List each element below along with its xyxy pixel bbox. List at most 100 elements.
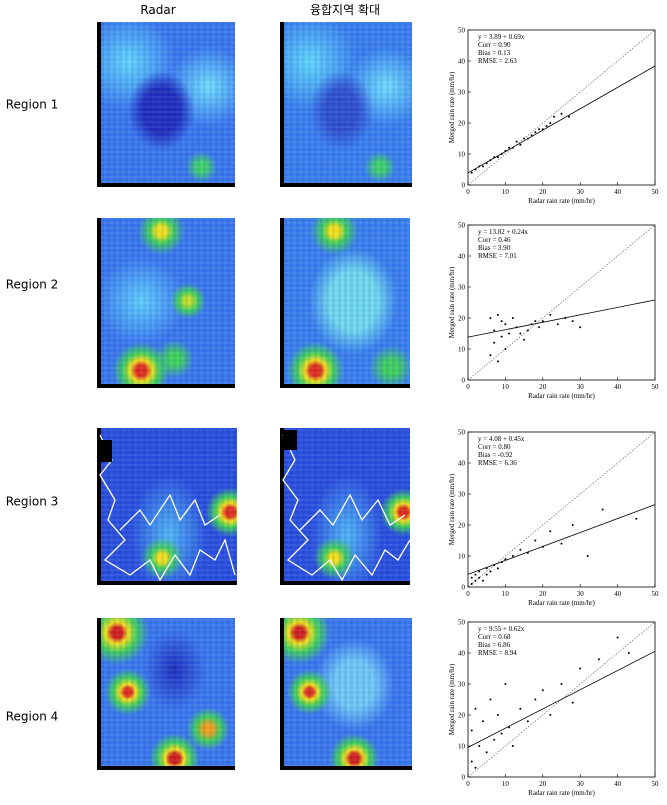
scatter-point — [534, 539, 537, 542]
scatter-point — [493, 341, 496, 344]
scatter-point — [485, 162, 488, 165]
radar-image — [280, 218, 410, 388]
scatter-point — [470, 171, 473, 174]
y-tick-label: 20 — [458, 315, 466, 323]
x-tick-label: 20 — [539, 383, 547, 391]
scatter-point — [519, 143, 522, 146]
region-outline — [99, 434, 411, 582]
scatter-point — [493, 738, 496, 741]
region-outline — [99, 434, 236, 582]
x-tick-label: 30 — [577, 590, 585, 598]
scatter-point — [478, 745, 481, 747]
scatter-point — [564, 317, 567, 319]
scatter-point — [549, 122, 552, 124]
x-tick-label: 0 — [466, 590, 470, 598]
row-label: Region 4 — [6, 710, 59, 724]
stat-annotation: Corr = 0.46 — [478, 236, 511, 244]
one-to-one-line — [467, 431, 656, 588]
y-axis-label: Merged rain rate (mm/hr) — [448, 663, 456, 735]
y-tick-label: 30 — [458, 681, 466, 689]
scatter-point — [549, 530, 552, 533]
scatter-point — [523, 338, 526, 341]
one-to-one-line — [467, 224, 656, 381]
stat-annotation: y = 3.89 + 0.69x — [478, 33, 525, 41]
x-tick-label: 50 — [652, 780, 660, 788]
region-outline — [119, 493, 221, 531]
y-tick-label: 0 — [462, 774, 466, 782]
stat-annotation: y = 4.08 + 0.45x — [478, 435, 525, 443]
x-tick-label: 30 — [577, 780, 585, 788]
scatter-point — [474, 573, 477, 576]
scatter-point — [493, 156, 496, 159]
scatter-point — [485, 573, 488, 576]
y-tick-label: 40 — [458, 460, 466, 468]
scatter-point — [481, 165, 484, 168]
x-tick-label: 10 — [502, 590, 510, 598]
y-tick-label: 20 — [458, 712, 466, 720]
scatter-point — [556, 323, 559, 326]
scatter-point — [496, 714, 499, 716]
scatter-point — [496, 567, 499, 570]
scatter-point — [553, 115, 556, 118]
y-tick-label: 40 — [458, 253, 466, 261]
y-tick-label: 30 — [458, 89, 466, 97]
x-axis-label: Radar rain rate (mm/hr) — [528, 599, 595, 607]
y-tick-label: 50 — [458, 222, 466, 230]
fit-line — [467, 650, 656, 748]
x-tick-label: 50 — [652, 383, 660, 391]
scatter-point — [493, 564, 496, 567]
scatter-point — [485, 751, 488, 754]
scatter-point — [571, 701, 574, 704]
scatter-point — [489, 159, 492, 162]
scatter-point — [586, 555, 589, 557]
scatter-point — [541, 689, 544, 692]
scatter-point — [485, 567, 488, 570]
scatter-point — [523, 137, 526, 140]
row-label: Region 3 — [6, 495, 59, 509]
radar-image — [280, 22, 412, 187]
scatter-point — [635, 517, 638, 520]
stat-annotation: RMSE = 6.36 — [478, 459, 517, 467]
scatter-point — [534, 320, 537, 323]
scatter-point — [534, 698, 537, 701]
mask-patch — [100, 440, 112, 462]
plot-frame — [467, 431, 656, 588]
scatter-point — [474, 766, 477, 769]
y-axis-label: Merged rain rate (mm/hr) — [448, 473, 456, 545]
scatter-point — [504, 683, 507, 685]
scatter-point — [508, 726, 511, 729]
y-tick-label: 30 — [458, 491, 466, 499]
x-tick-label: 40 — [614, 780, 622, 788]
y-tick-label: 10 — [458, 151, 466, 159]
stat-annotation: Bias = 6.86 — [478, 641, 511, 649]
scatter-point — [478, 576, 481, 579]
scatter-point — [567, 115, 570, 118]
stat-annotation: Bias = 3.90 — [478, 244, 511, 252]
scatter-point — [526, 137, 529, 140]
plot-frame — [467, 621, 656, 778]
scatter-point — [489, 570, 492, 573]
stat-annotation: Corr = 0.90 — [478, 41, 511, 49]
scatter-point — [627, 652, 630, 654]
scatter-point — [530, 323, 533, 326]
scatter-point — [541, 320, 544, 323]
stat-annotation: y = 13.82 + 0.24x — [478, 228, 528, 236]
scatter-point — [526, 329, 529, 332]
x-axis-label: Radar rain rate (mm/hr) — [528, 789, 595, 797]
x-tick-label: 0 — [466, 188, 470, 196]
scatter-point — [470, 760, 473, 763]
stat-annotation: Corr = 0.68 — [478, 633, 511, 641]
scatter-point — [489, 317, 492, 319]
x-tick-label: 20 — [539, 780, 547, 788]
radar-image — [97, 218, 235, 388]
scatter-point — [519, 332, 522, 335]
scatter-point — [601, 508, 604, 511]
fit-line — [467, 299, 656, 338]
row-label: Region 2 — [6, 278, 59, 292]
scatter-point — [579, 326, 582, 329]
x-tick-label: 20 — [539, 188, 547, 196]
y-tick-label: 10 — [458, 346, 466, 354]
x-tick-label: 0 — [466, 383, 470, 391]
